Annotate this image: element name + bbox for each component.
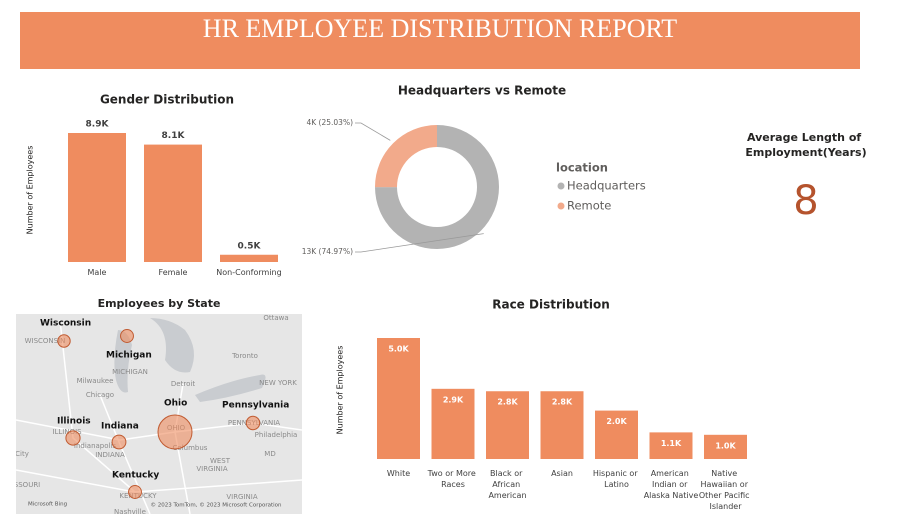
x-tick-label: American Indian or Alaska Native [644,469,699,500]
map-label: MD [264,450,275,458]
chart-title: Gender Distribution [100,93,234,107]
state-bubble [157,414,193,450]
x-tick-label: White [387,469,410,478]
value-label: 8.9K [86,120,110,130]
lake [114,330,132,393]
legend-title: location [556,161,608,175]
legend-marker [557,202,565,210]
state-label: Kentucky [112,471,159,481]
kpi-value: 8 [793,178,818,224]
map-label: VIRGINIA [226,493,258,501]
map-label: ISSOURI [12,481,41,489]
header-bar [20,12,860,69]
legend-entry: Remote [567,199,611,213]
bar [704,434,747,459]
value-label: 2.8K [552,398,573,407]
map-label: VIRGINIA [196,465,228,473]
map-label: Indianapolis [74,442,117,450]
state-bubble [57,334,71,348]
bar [144,144,202,262]
map-credit: Microsoft Bing [28,502,67,508]
x-tick-label: Non-Conforming [216,268,281,277]
x-tick-label: Black or African American [488,469,526,500]
map-label: INDIANA [95,451,125,459]
x-tick-label: Two or More Races [427,469,479,489]
y-axis-label: Number of Employees [26,146,35,235]
map-label: Columbus [173,444,208,452]
bar [220,254,278,262]
state-bubble [65,430,81,446]
bar [486,391,529,459]
value-label: 8.1K [162,131,186,141]
value-label: 2.9K [443,395,464,404]
state-bubble [128,485,142,499]
slice-label: 4K (25.03%) [306,118,353,127]
lake [195,374,266,402]
state-label: Illinois [57,417,91,427]
kpi-title: Average Length of Employment(Years) [745,131,866,159]
chart-title: Employees by State [98,297,221,310]
state-bubble [245,415,261,431]
map-label: MICHIGAN [112,368,148,376]
map-label: NEW YORK [259,379,297,387]
map-credit: © 2023 TomTom, © 2023 Microsoft Corporat… [150,502,282,509]
value-label: 1.1K [661,439,682,448]
bar [595,410,638,459]
value-label: 1.0K [715,441,736,450]
legend-entry: Headquarters [567,179,646,193]
legend-marker [557,182,565,190]
donut-slice [375,125,437,188]
map-label: City [15,450,29,458]
state-label: Wisconsin [40,319,91,329]
leader-line [355,233,484,253]
value-label: 5.0K [388,345,409,354]
map-label: Philadelphia [255,431,298,439]
chart-title: Headquarters vs Remote [398,84,566,98]
state-label: Michigan [106,351,152,361]
map-label: WEST [210,457,231,465]
leader-line [355,122,391,141]
map-label: Milwaukee [77,377,114,385]
value-label: 2.0K [606,417,627,426]
report-title: HR EMPLOYEE DISTRIBUTION REPORT [203,14,678,43]
map-label: Detroit [171,380,195,388]
state-label: Indiana [101,422,139,432]
map-label: WISCONSIN [25,337,66,345]
bar [649,432,693,459]
bar [68,133,126,262]
donut-slice [375,125,499,249]
slice-label: 13K (74.97%) [302,247,353,256]
state-bubble [111,434,127,450]
chart-title: Race Distribution [492,298,610,312]
bar [377,338,420,459]
x-tick-label: Hispanic or Latino [593,469,640,489]
map-label: ILLINOIS [52,428,82,436]
map-label: Chicago [86,391,114,399]
map-label: Toronto [231,352,258,360]
state-bubble [120,329,134,343]
bar [540,391,584,459]
state-label: Pennsylvania [222,401,289,411]
state-label: Ohio [164,399,187,409]
x-tick-label: Native Hawaiian or Other Pacific Islande… [699,469,752,511]
x-tick-label: Male [88,268,107,277]
y-axis-label: Number of Employees [336,346,345,435]
map-label: Nashville [114,508,146,516]
bar [431,388,475,459]
x-tick-label: Female [159,268,188,277]
value-label: 2.8K [497,398,518,407]
lake [150,318,194,373]
map-label: Ottawa [263,314,288,322]
x-tick-label: Asian [551,469,573,478]
value-label: 0.5K [238,241,262,251]
